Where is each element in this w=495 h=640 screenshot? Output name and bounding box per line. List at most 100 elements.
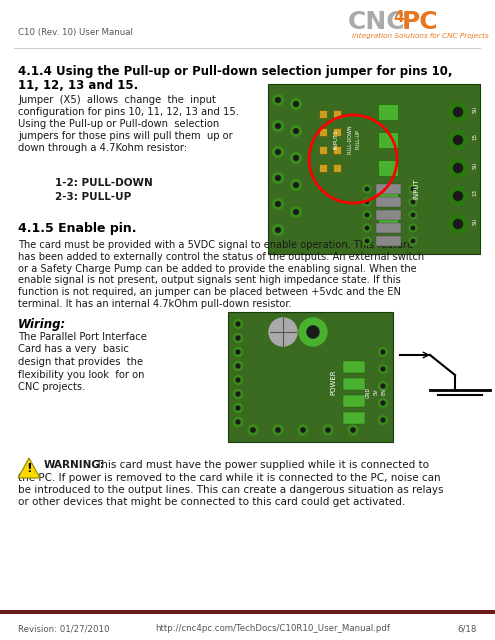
Text: Jumper  (X5)  allows  change  the  input: Jumper (X5) allows change the input: [18, 95, 216, 105]
Circle shape: [276, 150, 280, 154]
Circle shape: [363, 185, 371, 193]
Circle shape: [323, 425, 333, 435]
Circle shape: [234, 403, 243, 413]
Circle shape: [365, 239, 369, 243]
Circle shape: [363, 224, 371, 232]
Circle shape: [294, 102, 298, 106]
Bar: [376, 210, 401, 220]
Circle shape: [294, 156, 298, 160]
Circle shape: [449, 187, 467, 205]
Text: WARNING:: WARNING:: [44, 460, 105, 470]
Circle shape: [326, 428, 330, 432]
Circle shape: [449, 103, 467, 121]
Circle shape: [291, 152, 301, 163]
Text: INPUT: INPUT: [413, 179, 419, 200]
Text: 2-3: PULL-UP: 2-3: PULL-UP: [55, 192, 131, 202]
Text: CNC projects.: CNC projects.: [18, 382, 85, 392]
Text: Using the Pull-up or Pull-down  selection: Using the Pull-up or Pull-down selection: [18, 119, 219, 129]
Text: 4.1.4 Using the Pull-up or Pull-down selection jumper for pins 10,: 4.1.4 Using the Pull-up or Pull-down sel…: [18, 65, 452, 78]
Text: The Parallel Port Interface: The Parallel Port Interface: [18, 332, 147, 342]
Text: 1-2: PULL-DOWN: 1-2: PULL-DOWN: [55, 178, 153, 188]
Bar: [14, 48, 481, 49]
Circle shape: [236, 322, 240, 326]
Circle shape: [409, 211, 417, 219]
Circle shape: [365, 227, 369, 230]
Bar: [378, 160, 398, 176]
Circle shape: [276, 176, 280, 180]
Circle shape: [273, 95, 284, 106]
Circle shape: [381, 401, 385, 405]
Circle shape: [379, 381, 388, 390]
Text: design that provides  the: design that provides the: [18, 357, 143, 367]
Circle shape: [411, 227, 415, 230]
Text: http://cnc4pc.com/TechDocs/C10R10_User_Manual.pdf: http://cnc4pc.com/TechDocs/C10R10_User_M…: [155, 624, 390, 633]
Bar: [319, 110, 327, 118]
Circle shape: [381, 367, 385, 371]
Circle shape: [381, 384, 385, 388]
Circle shape: [449, 131, 467, 149]
Text: 5U: 5U: [473, 217, 478, 225]
Text: Integration Solutions for CNC Projects: Integration Solutions for CNC Projects: [352, 33, 489, 39]
Text: enable signal is not present, output signals sent high impedance state. If this: enable signal is not present, output sig…: [18, 275, 401, 285]
Bar: [333, 110, 341, 118]
Circle shape: [234, 390, 243, 399]
Bar: [378, 104, 398, 120]
Text: down through a 4.7Kohm resistor:: down through a 4.7Kohm resistor:: [18, 143, 187, 153]
Bar: [378, 188, 398, 204]
Circle shape: [449, 159, 467, 177]
Text: CNC: CNC: [348, 10, 405, 34]
Bar: [268, 84, 480, 254]
Circle shape: [381, 418, 385, 422]
Circle shape: [379, 348, 388, 356]
Circle shape: [365, 213, 369, 217]
Bar: [376, 223, 401, 233]
Bar: [343, 361, 365, 373]
Text: the PC. If power is removed to the card while it is connected to the PC, noise c: the PC. If power is removed to the card …: [18, 473, 441, 483]
Circle shape: [365, 188, 369, 191]
Text: 15: 15: [473, 134, 478, 141]
Text: Revision: 01/27/2010: Revision: 01/27/2010: [18, 624, 109, 633]
Circle shape: [381, 350, 385, 354]
Bar: [333, 164, 341, 172]
Circle shape: [273, 173, 284, 184]
Circle shape: [298, 425, 308, 435]
Circle shape: [234, 362, 243, 371]
Circle shape: [234, 376, 243, 385]
Circle shape: [453, 220, 462, 228]
Bar: [376, 197, 401, 207]
Bar: [333, 128, 341, 136]
Circle shape: [411, 200, 415, 204]
Text: jumpers for those pins will pull them  up or: jumpers for those pins will pull them up…: [18, 131, 233, 141]
Text: has been added to externally control the status of the outputs. An external swit: has been added to externally control the…: [18, 252, 424, 262]
Circle shape: [379, 399, 388, 408]
Circle shape: [276, 98, 280, 102]
Text: EN: EN: [382, 388, 387, 396]
Text: 5U: 5U: [473, 161, 478, 169]
Circle shape: [234, 417, 243, 426]
Bar: [376, 236, 401, 246]
Text: configuration for pins 10, 11, 12, 13 and 15.: configuration for pins 10, 11, 12, 13 an…: [18, 107, 239, 117]
Circle shape: [307, 326, 319, 338]
Circle shape: [299, 318, 327, 346]
Circle shape: [363, 237, 371, 245]
Text: POWER: POWER: [330, 369, 336, 395]
Circle shape: [379, 415, 388, 424]
Text: or other devices that might be connected to this card could get activated.: or other devices that might be connected…: [18, 497, 405, 507]
Circle shape: [291, 207, 301, 218]
Circle shape: [294, 182, 298, 188]
Text: 11, 12, 13 and 15.: 11, 12, 13 and 15.: [18, 79, 138, 92]
Circle shape: [363, 198, 371, 206]
Text: 5V: 5V: [374, 388, 379, 396]
Text: 4.1.5 Enable pin.: 4.1.5 Enable pin.: [18, 222, 137, 235]
Circle shape: [363, 211, 371, 219]
Circle shape: [409, 237, 417, 245]
Circle shape: [411, 239, 415, 243]
Circle shape: [234, 333, 243, 342]
Text: PC: PC: [402, 10, 439, 34]
Circle shape: [236, 364, 240, 368]
Bar: [343, 378, 365, 390]
Text: This card must have the power supplied while it is connected to: This card must have the power supplied w…: [95, 460, 429, 470]
Circle shape: [234, 319, 243, 328]
Text: The card must be provided with a 5VDC signal to enable operation. This feature: The card must be provided with a 5VDC si…: [18, 240, 413, 250]
Bar: [333, 146, 341, 154]
